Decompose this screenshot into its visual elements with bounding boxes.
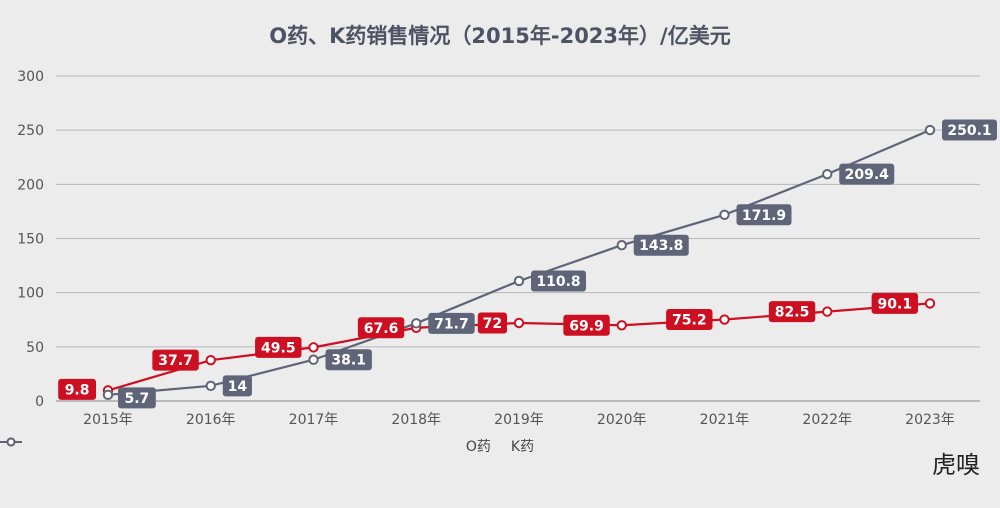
- data-label: 37.7: [152, 349, 199, 371]
- data-label-box: [255, 336, 302, 358]
- data-label: 171.9: [736, 204, 792, 226]
- data-point[interactable]: [513, 317, 525, 329]
- x-tick-label: 2022年: [802, 412, 852, 428]
- data-label: 72: [477, 312, 507, 334]
- y-tick-label: 150: [17, 232, 44, 248]
- data-label-box: [531, 270, 586, 292]
- data-point[interactable]: [205, 380, 216, 392]
- data-label-box: [477, 312, 507, 334]
- data-label: 9.8: [58, 378, 96, 400]
- legend-item-k[interactable]: K药: [0, 436, 535, 456]
- data-point[interactable]: [924, 298, 936, 309]
- data-label: 209.4: [839, 163, 895, 185]
- data-label-box: [736, 204, 792, 226]
- data-label-text: 209.4: [845, 167, 890, 183]
- data-label: 75.2: [666, 309, 713, 331]
- data-label-text: 250.1: [947, 123, 991, 139]
- data-label-text: 38.1: [331, 353, 366, 369]
- data-point[interactable]: [308, 342, 319, 353]
- data-label-box: [152, 349, 199, 371]
- data-point[interactable]: [719, 209, 730, 220]
- legend: O药 K药: [0, 436, 1000, 456]
- data-label: 38.1: [325, 349, 372, 371]
- data-label-text: 9.8: [65, 382, 90, 398]
- data-label-text: 90.1: [878, 296, 913, 312]
- data-label-text: 75.2: [672, 313, 707, 329]
- data-point[interactable]: [822, 168, 833, 180]
- data-label: 69.9: [563, 314, 610, 336]
- data-label-box: [58, 378, 96, 400]
- y-tick-label: 0: [35, 394, 44, 410]
- data-label: 90.1: [871, 292, 918, 314]
- data-label-text: 5.7: [124, 391, 149, 407]
- data-label-text: 72: [483, 316, 502, 332]
- data-label-box: [357, 317, 405, 339]
- legend-item-o[interactable]: O药: [0, 436, 491, 456]
- x-tick-label: 2019年: [494, 412, 544, 428]
- x-tick-label: 2021年: [700, 412, 750, 428]
- data-label: 110.8: [531, 270, 586, 292]
- data-label: 49.5: [255, 336, 302, 358]
- data-label-text: 69.9: [569, 318, 604, 334]
- data-label-text: 37.7: [158, 353, 193, 369]
- legend-k-marker: [0, 437, 22, 447]
- data-label-text: 82.5: [775, 305, 810, 321]
- chart-title: O药、K药销售情况（2015年-2023年）/亿美元: [269, 24, 731, 48]
- data-label: 67.6: [357, 317, 405, 339]
- data-label-text: 67.6: [364, 321, 399, 337]
- data-label-box: [222, 375, 252, 397]
- x-tick-label: 2023年: [905, 412, 955, 428]
- data-label-text: 110.8: [536, 274, 580, 290]
- data-point[interactable]: [513, 275, 525, 287]
- data-point[interactable]: [308, 354, 319, 365]
- data-label-text: 71.7: [434, 316, 469, 332]
- y-tick-label: 50: [26, 340, 44, 356]
- x-tick-label: 2018年: [391, 412, 441, 428]
- data-point[interactable]: [616, 240, 627, 251]
- data-label-text: 171.9: [742, 208, 786, 224]
- data-point[interactable]: [411, 318, 422, 329]
- data-label-text: 49.5: [261, 340, 296, 356]
- data-label-text: 14: [228, 379, 248, 395]
- watermark-logo: 虎嗅: [932, 451, 980, 479]
- series-line-1: [107, 129, 931, 396]
- data-label: 71.7: [428, 312, 475, 334]
- data-label-text: 143.8: [639, 238, 683, 254]
- legend-o-label: O药: [465, 439, 491, 455]
- data-label: 5.7: [118, 387, 156, 409]
- data-label-box: [768, 301, 816, 323]
- y-tick-label: 250: [17, 123, 44, 139]
- x-tick-label: 2017年: [289, 412, 339, 428]
- data-label: 250.1: [942, 119, 997, 141]
- data-label-box: [428, 312, 475, 334]
- data-label-box: [325, 349, 372, 371]
- data-point[interactable]: [924, 124, 936, 136]
- data-label-box: [118, 387, 156, 409]
- data-label-box: [563, 314, 610, 336]
- data-point[interactable]: [822, 306, 833, 317]
- x-tick-label: 2016年: [186, 412, 236, 428]
- data-label-box: [942, 119, 997, 141]
- data-label-box: [839, 163, 895, 185]
- data-label-box: [633, 234, 689, 256]
- y-tick-label: 200: [17, 177, 44, 193]
- x-tick-label: 2020年: [597, 412, 647, 428]
- data-label-box: [666, 309, 713, 331]
- data-point[interactable]: [719, 314, 730, 325]
- data-point[interactable]: [102, 389, 114, 401]
- data-label-box: [871, 292, 918, 314]
- data-point[interactable]: [616, 320, 627, 331]
- x-tick-label: 2015年: [83, 412, 133, 428]
- legend-k-label: K药: [510, 439, 535, 455]
- data-label: 14: [222, 375, 252, 397]
- y-tick-label: 300: [17, 69, 44, 85]
- data-label: 82.5: [768, 301, 816, 323]
- y-tick-label: 100: [17, 286, 44, 302]
- data-label: 143.8: [633, 234, 689, 256]
- data-point[interactable]: [205, 354, 216, 366]
